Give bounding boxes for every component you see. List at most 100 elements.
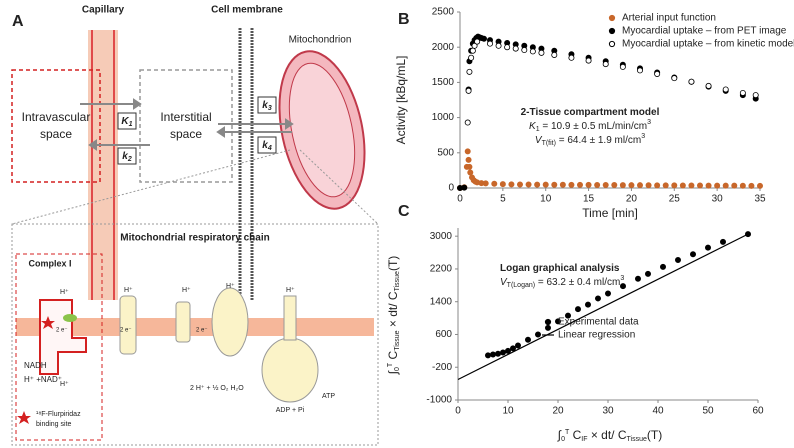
point (551, 181, 558, 188)
rate-label: K1 (121, 116, 132, 129)
complexes (119, 287, 319, 403)
point (489, 351, 496, 358)
arrowhead (216, 126, 225, 138)
point (705, 182, 712, 189)
point (471, 42, 478, 49)
text-part: ∫ (386, 370, 400, 375)
point (611, 182, 618, 189)
legend-marker (608, 40, 616, 48)
point (517, 181, 524, 188)
y-axis-label: Activity [kBq/mL] (394, 56, 408, 145)
y-tick-label: 2200 (430, 264, 453, 275)
point (714, 182, 721, 189)
point (466, 163, 473, 170)
proton: H⁺ (286, 287, 295, 294)
point (494, 350, 501, 357)
point (675, 256, 682, 263)
point (534, 181, 541, 188)
x-tick-label: 30 (712, 194, 724, 205)
text-part: T (565, 429, 570, 436)
point (619, 182, 626, 189)
point (594, 181, 601, 188)
label: Interstitial (160, 110, 211, 124)
point (559, 181, 566, 188)
point (551, 51, 558, 58)
y-tick-label: 0 (448, 183, 454, 194)
arrowhead (133, 98, 142, 110)
point (654, 182, 661, 189)
x-tick-label: 0 (455, 406, 461, 417)
compartment (11, 69, 101, 183)
rate-label: k3 (262, 100, 272, 113)
point (705, 82, 712, 89)
proton: H⁺ (182, 287, 191, 294)
electron: 2 e⁻ (120, 328, 132, 334)
point (690, 251, 697, 258)
rate-box (257, 96, 277, 114)
point (521, 47, 528, 54)
y-tick-label: 1500 (432, 77, 455, 88)
point (739, 89, 746, 96)
annotation: VT(fit) = 64.4 ± 1.9 ml/cm3 (535, 133, 645, 147)
point (645, 182, 652, 189)
x-axis-label: ∫0T CIF × dt/ CTissue(T) (557, 428, 662, 443)
point (464, 148, 471, 155)
x-tick-label: 15 (583, 194, 595, 205)
text-part: 1 (536, 126, 540, 133)
binding-star (41, 316, 55, 329)
text-part: 3 (620, 275, 624, 282)
text-part: 2-Tissue compartment model (521, 107, 660, 118)
point (512, 45, 519, 52)
text-part: 0 (394, 367, 401, 371)
text-part: C (569, 428, 581, 442)
text-part: × dt/ C (588, 428, 627, 442)
point (722, 182, 729, 189)
line (457, 233, 749, 381)
text-part: V (535, 135, 543, 146)
coq (63, 314, 77, 322)
annotation: VT(Logan) = 63.2 ± 0.4 ml/cm3 (500, 275, 624, 289)
point (504, 44, 511, 51)
rate-label: k2 (122, 151, 132, 164)
point (486, 40, 493, 47)
x-tick-label: 5 (500, 194, 506, 205)
point (467, 169, 474, 176)
annotation: 2-Tissue compartment model (521, 107, 660, 118)
point (515, 342, 522, 349)
annotation: Logan graphical analysis (500, 263, 620, 274)
proton: H⁺ (60, 289, 69, 296)
point (469, 47, 476, 54)
point (461, 184, 468, 191)
complex-iv (211, 287, 249, 357)
complex-box (15, 253, 103, 441)
panel-label: B (398, 11, 410, 28)
text-part: Tissue (627, 436, 647, 443)
x-tick-label: 10 (540, 194, 552, 205)
point (535, 331, 542, 338)
point (637, 67, 644, 74)
point (542, 181, 549, 188)
point (508, 181, 515, 188)
complex-iii (175, 301, 191, 343)
label: Complex I (28, 258, 71, 268)
atp-synthase (261, 337, 319, 403)
x-tick-label: 20 (626, 194, 638, 205)
text-part: C (386, 350, 400, 362)
text-part: 0 (561, 436, 565, 443)
point (474, 38, 481, 45)
point (585, 181, 592, 188)
text-part: 3 (641, 133, 645, 140)
legend-marker (608, 27, 616, 35)
rate-box (117, 112, 137, 130)
electron: 2 e⁻ (56, 328, 68, 334)
text-part: T(fit) (542, 140, 556, 147)
point (671, 75, 678, 82)
proton: H⁺ (60, 381, 69, 388)
point (660, 263, 667, 270)
point (468, 54, 475, 61)
label: space (40, 127, 72, 141)
y-tick-label: -1000 (426, 395, 452, 406)
legend-label: Myocardial uptake – from kinetic model (622, 39, 794, 50)
point (484, 352, 491, 359)
